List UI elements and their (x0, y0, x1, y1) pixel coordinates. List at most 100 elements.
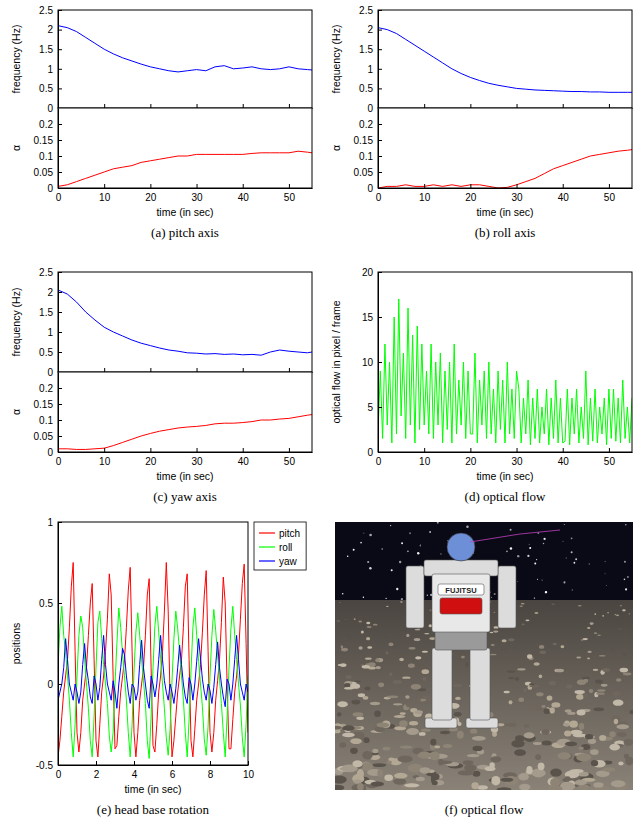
y-axis: 05101520 (362, 267, 382, 458)
tick-mark (134, 761, 135, 765)
tick: 10 (362, 357, 382, 368)
x-axis: 01020304050 (56, 448, 313, 467)
pebble (578, 605, 582, 606)
tick-label: 0.2 (359, 119, 373, 130)
pebble (558, 752, 571, 759)
pebble (337, 640, 342, 641)
caption: (f) optical flow (445, 802, 524, 817)
tick-label: 0.15 (354, 135, 374, 146)
plot-frame (378, 10, 632, 108)
y-axis-title: α (330, 145, 342, 151)
robot-torso (432, 574, 490, 632)
pebble (409, 647, 416, 649)
pebble (335, 729, 341, 733)
tick: 10 (99, 448, 111, 467)
pebble (532, 769, 546, 778)
tick-label: 0 (47, 183, 53, 194)
star (396, 588, 398, 590)
pebble (601, 684, 608, 687)
tick-label: 2.5 (39, 267, 53, 278)
pebble (583, 693, 587, 699)
tick-label: 0.5 (39, 347, 53, 358)
pebble (507, 670, 515, 672)
pebble (539, 674, 542, 678)
star (575, 558, 577, 560)
plot-frame (58, 372, 312, 452)
tick: 0.5 (39, 83, 62, 94)
tick: 50 (604, 184, 616, 203)
tick-mark (104, 368, 105, 372)
pebble (424, 633, 429, 634)
star (342, 593, 344, 595)
star (367, 561, 369, 563)
pebble (421, 729, 431, 732)
tick: 0 (367, 183, 382, 194)
axis-line (58, 11, 59, 109)
tick: 0.15 (354, 135, 382, 146)
tick-mark (609, 184, 610, 188)
pebble (590, 749, 599, 755)
plot-frame (378, 272, 632, 452)
pebble (610, 648, 615, 651)
tick: 50 (284, 448, 296, 467)
pebble (337, 701, 347, 707)
tick-label: 0 (56, 456, 62, 467)
pebble (336, 620, 340, 621)
pebble (352, 760, 362, 767)
pebble (408, 664, 415, 668)
tick: 0.2 (359, 119, 382, 130)
tick: 40 (238, 184, 250, 203)
pebble (553, 643, 557, 645)
tick-mark (96, 761, 97, 765)
pebble (504, 691, 510, 694)
star (624, 561, 626, 563)
tick-mark (58, 332, 62, 333)
chart: 0102030405000.050.10.150.2time (in sec)α… (330, 108, 633, 240)
tick-mark (197, 448, 198, 452)
star (369, 534, 372, 537)
pebble (524, 724, 530, 728)
tick-mark (104, 448, 105, 452)
pebble (491, 776, 500, 785)
pebble (550, 778, 560, 788)
pebble (569, 721, 578, 728)
tick-mark (172, 761, 173, 765)
x-axis-title: time (in sec) (476, 470, 533, 482)
pebble (342, 725, 355, 731)
tick: 5 (367, 402, 382, 413)
tick-mark (58, 312, 62, 313)
tick-mark (378, 452, 382, 453)
pebble (356, 717, 364, 720)
tick: 1.5 (359, 44, 382, 55)
star (510, 529, 512, 531)
pebble (489, 654, 496, 656)
tick-mark (609, 448, 610, 452)
pebble (593, 707, 604, 711)
tick-mark (150, 184, 151, 188)
star (510, 547, 512, 549)
pebble (353, 712, 364, 716)
pebble (534, 612, 538, 614)
plot-frame (58, 272, 312, 372)
tick: 30 (511, 184, 523, 203)
tick (197, 368, 198, 372)
tick-label: 1.5 (39, 44, 53, 55)
tick: 8 (208, 761, 214, 780)
pebble (454, 712, 462, 716)
star (385, 598, 386, 599)
tick-label: 0.15 (34, 135, 54, 146)
tick: 0.15 (34, 399, 62, 410)
tick-mark (58, 88, 62, 89)
tick-mark (58, 188, 62, 189)
star (536, 559, 537, 560)
star (604, 573, 606, 575)
pebble (547, 696, 553, 701)
pebble (578, 746, 583, 750)
x-axis-title: time (in sec) (156, 206, 213, 218)
x-axis-title: time (in sec) (124, 783, 181, 795)
robot-leg (432, 648, 452, 720)
pebble (609, 744, 619, 751)
star (363, 597, 364, 598)
star (534, 562, 536, 564)
pebble (342, 733, 355, 738)
